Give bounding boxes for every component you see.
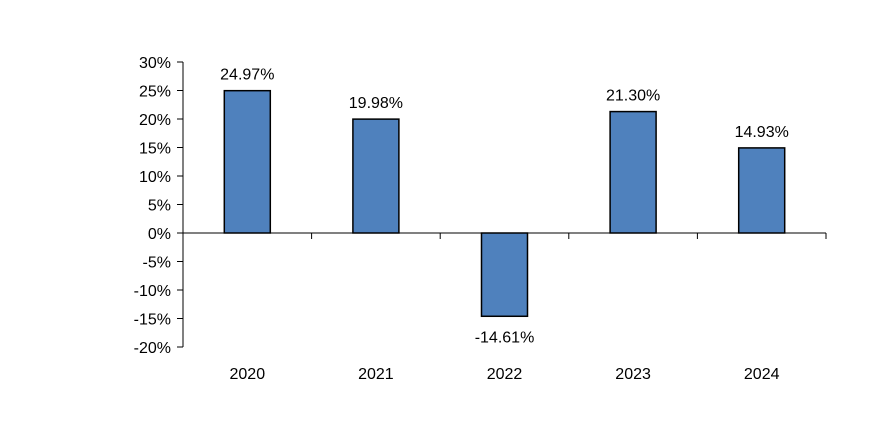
category-labels: 2020 2021 2022 2023 2024 [230,366,780,383]
y-tick-label: 10% [139,169,171,186]
data-labels: 24.97% 19.98% -14.61% 21.30% 14.93% [220,67,789,347]
data-label-2022: -14.61% [475,329,535,346]
y-tick-label: 20% [139,112,171,129]
y-tick-label: 25% [139,84,171,101]
y-tick-label: 0% [148,226,171,243]
category-label-2022: 2022 [487,366,523,383]
y-tick-label: -10% [134,283,171,300]
y-tick-label: 30% [139,55,171,72]
category-label-2024: 2024 [744,366,780,383]
x-axis [183,232,827,239]
data-label-2020: 24.97% [220,67,274,84]
category-label-2020: 2020 [230,366,266,383]
bars [223,89,786,318]
bar-2023 [609,110,657,234]
data-label-2024: 14.93% [735,124,789,141]
data-label-2023: 21.30% [606,88,660,105]
category-label-2023: 2023 [615,366,651,383]
bar-2024 [737,147,786,234]
data-label-2021: 19.98% [349,95,403,112]
category-label-2021: 2021 [358,366,394,383]
bar-2020 [223,89,272,234]
bar-2022 [480,232,529,318]
bar-2021 [352,118,400,234]
y-tick-label: -5% [143,255,171,272]
y-tick-label: -20% [134,340,171,357]
y-tick-label: -15% [134,312,171,329]
y-axis-ticks: 30% 25% 20% 15% 10% 5% 0% -5% -10% -15% -20% [134,55,183,357]
y-tick-label: 15% [139,141,171,158]
y-tick-label: 5% [148,198,171,215]
